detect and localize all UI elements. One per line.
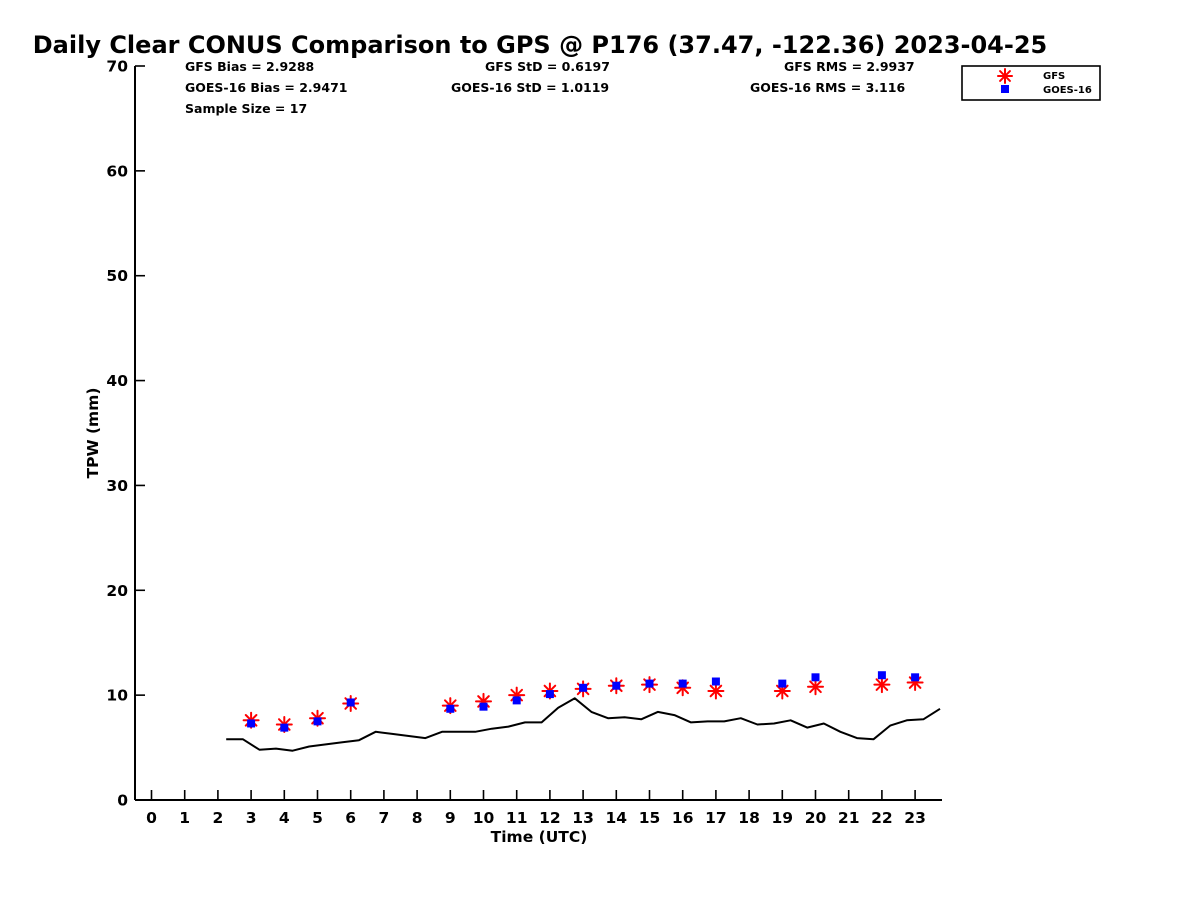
x-tick-label: 16 [672,809,694,827]
y-axis-label: TPW (mm) [84,388,102,479]
gfs-point [807,678,824,696]
x-tick-label: 6 [345,809,356,827]
legend-gfs-asterisk [997,68,1013,84]
axis-ticks: 0 1 2 3 4 5 6 7 8 9 10 11 12 13 14 15 16 17 18 19 20 21 22 2301… [106,58,925,828]
goes-point [479,702,488,711]
x-tick-label: 22 [871,809,893,827]
x-tick-label: 3 [246,809,257,827]
x-tick-label: 7 [379,809,390,827]
y-tick-label: 0 [117,792,128,810]
gfs-rms-text: GFS RMS = 2.9937 [784,59,915,74]
goes-std-text: GOES-16 StD = 1.0119 [451,80,609,95]
y-tick-label: 20 [106,582,128,600]
goes-point [678,679,687,688]
goes-point [313,717,322,726]
y-tick-label: 60 [106,162,128,180]
goes-point [247,719,256,728]
x-tick-label: 21 [838,809,860,827]
legend-box [961,65,1101,101]
goes-point [579,683,588,692]
x-tick-label: 9 [445,809,456,827]
legend-gfs-label: GFS [1043,71,1065,82]
goes-point [645,679,654,688]
goes-point [545,690,554,699]
x-tick-label: 13 [572,809,594,827]
chart-title: Daily Clear CONUS Comparison to GPS @ P1… [32,31,1048,59]
x-tick-label: 14 [606,809,628,827]
x-tick-label: 1 [179,809,190,827]
gps-line-layer [226,697,941,752]
axes [134,66,942,801]
x-axis-label: Time (UTC) [491,828,588,846]
x-tick-label: 8 [412,809,423,827]
legend: GFS GOES-16 [961,65,1101,101]
legend-gfs-marker [997,68,1013,84]
goes-rms-text: GOES-16 RMS = 3.116 [750,80,905,95]
goes-point [446,704,455,713]
x-tick-label: 11 [506,809,528,827]
x-tick-label: 0 [146,809,157,827]
goes-point [512,696,521,705]
x-tick-label: 2 [213,809,224,827]
y-tick-label: 10 [106,687,128,705]
gfs-std-text: GFS StD = 0.6197 [485,59,610,74]
x-tick-label: 12 [539,809,561,827]
goes-point [711,677,720,686]
x-tick-label: 4 [279,809,290,827]
goes-point [612,681,621,690]
x-tick-label: 5 [312,809,323,827]
y-tick-label: 30 [106,477,128,495]
gfs-bias-text: GFS Bias = 2.9288 [185,59,314,74]
x-tick-label: 17 [705,809,727,827]
legend-goes-marker [1001,85,1009,93]
gps-line [226,697,941,752]
goes-point [811,673,820,682]
x-tick-label: 23 [904,809,926,827]
sample-size-text: Sample Size = 17 [185,101,307,116]
y-tick-label: 50 [106,267,128,285]
goes-point [778,679,787,688]
x-tick-label: 19 [772,809,794,827]
gfs-point [707,682,725,700]
data-marks [242,671,924,734]
legend-goes-label: GOES-16 [1043,85,1092,96]
x-tick-label: 18 [738,809,760,827]
x-tick-label: 20 [805,809,827,827]
goes-point [280,723,289,732]
goes-point [911,673,920,682]
x-tick-label: 15 [639,809,661,827]
gfs-point [873,676,891,694]
x-tick-label: 10 [473,809,495,827]
y-tick-label: 70 [106,58,128,76]
goes-point [346,698,355,707]
y-tick-label: 40 [106,372,128,390]
goes-bias-text: GOES-16 Bias = 2.9471 [185,80,347,95]
goes-point [877,671,886,680]
